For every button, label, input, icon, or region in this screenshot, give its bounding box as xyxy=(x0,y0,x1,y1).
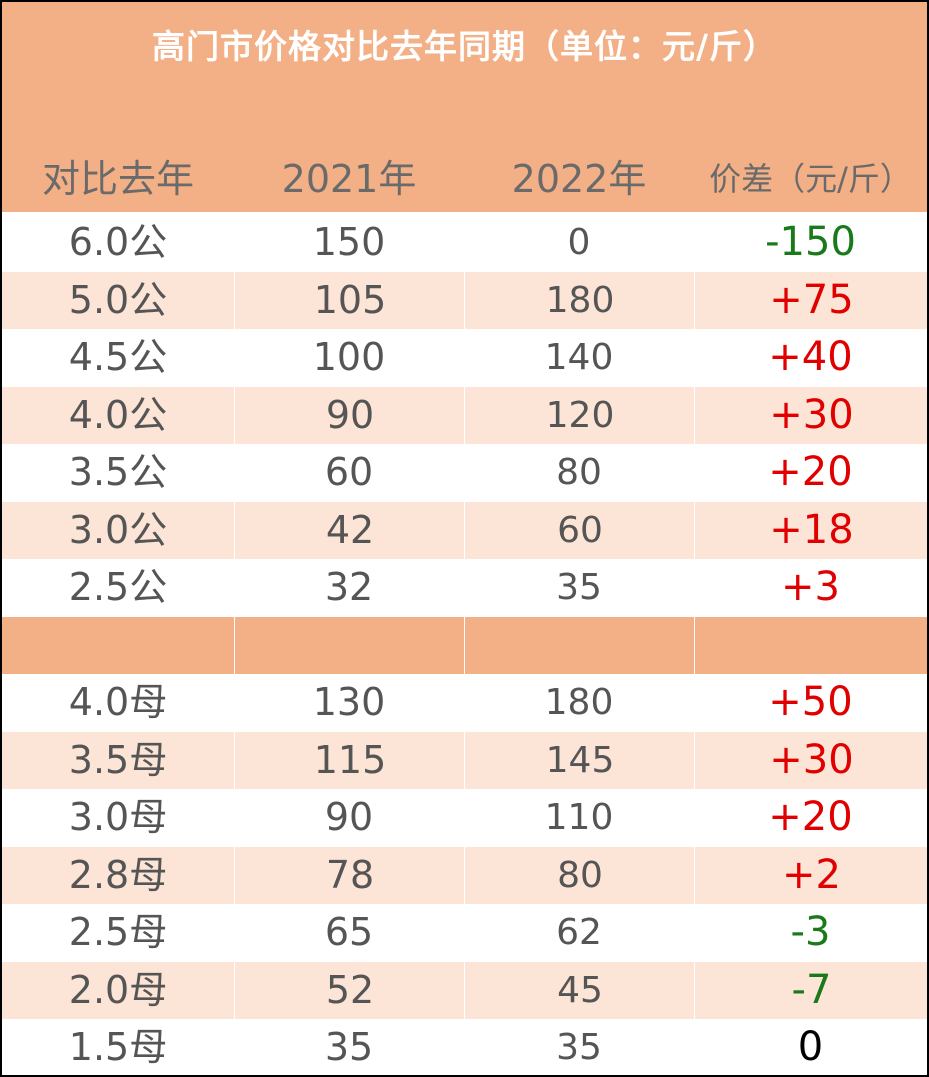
cell-2022: 140 xyxy=(544,337,614,378)
cell-diff: +30 xyxy=(694,731,928,789)
cell-2022: 180 xyxy=(544,682,614,723)
cell-2021: 65 xyxy=(324,910,374,954)
cell-spec: 2.8母 xyxy=(68,852,168,897)
cell-2021: 130 xyxy=(312,680,386,724)
table-row: 2.5母 65 62 -3 xyxy=(2,904,927,962)
cell-spec: 5.0公 xyxy=(68,277,168,322)
cell-diff: 0 xyxy=(797,1024,824,1070)
table-row: 3.0公 42 60 +18 xyxy=(2,501,928,559)
cell-diff: +50 xyxy=(768,679,853,725)
table-row: 6.0公 150 0 -150 xyxy=(2,214,927,272)
cell-spec: 1.5母 xyxy=(68,1025,168,1069)
cell-diff: +18 xyxy=(694,501,928,559)
cell-spec xyxy=(2,617,234,675)
cell-2022: 62 xyxy=(556,912,602,953)
cell-2021: 42 xyxy=(234,501,465,559)
cell-diff: -150 xyxy=(765,219,856,265)
cell-2022: 180 xyxy=(464,271,695,329)
table-row: 3.0母 90 110 +20 xyxy=(2,789,927,847)
table-title: 高门市价格对比去年同期（单位：元/斤） xyxy=(151,27,778,66)
cell-spec: 3.5母 xyxy=(68,737,168,782)
cell-2022: 35 xyxy=(556,567,602,608)
cell-2021: 90 xyxy=(324,795,374,839)
cell-diff: +40 xyxy=(768,334,853,380)
cell-2022: 80 xyxy=(556,452,602,493)
cell-spec: 2.5母 xyxy=(68,910,168,954)
cell-2021 xyxy=(234,616,465,674)
cell-spec: 3.5公 xyxy=(68,450,168,494)
cell-spec: 4.0母 xyxy=(68,680,168,724)
cell-diff: +20 xyxy=(768,794,853,840)
table-row: 4.0母 130 180 +50 xyxy=(2,674,927,732)
cell-diff: +3 xyxy=(781,564,840,610)
cell-2021: 60 xyxy=(324,450,374,494)
cell-spec: 3.0公 xyxy=(68,507,168,552)
table-row: 4.5公 100 140 +40 xyxy=(2,329,927,387)
table-row: 2.5公 32 35 +3 xyxy=(2,559,927,617)
cell-diff: +2 xyxy=(694,846,928,904)
cell-2021: 105 xyxy=(234,271,465,329)
cell-2022: 145 xyxy=(464,731,695,789)
cell-spec: 2.0母 xyxy=(68,967,168,1012)
cell-2021: 90 xyxy=(234,386,465,444)
table-row: 3.5公 60 80 +20 xyxy=(2,444,927,502)
table-row: 4.0公 90 120 +30 xyxy=(2,386,928,444)
cell-spec: 6.0公 xyxy=(68,220,168,264)
table-header: 高门市价格对比去年同期（单位：元/斤） 对比去年 2021年 2022年 价差（… xyxy=(2,2,927,212)
cell-diff xyxy=(694,616,928,674)
cell-spec: 4.5公 xyxy=(68,335,168,379)
table-row: 3.5母 115 145 +30 xyxy=(2,731,928,789)
cell-spec: 2.5公 xyxy=(68,565,168,609)
column-header-spec: 对比去年 xyxy=(41,157,194,201)
cell-2021: 78 xyxy=(234,846,465,904)
cell-spec: 4.0公 xyxy=(68,392,168,437)
cell-spec: 3.0母 xyxy=(68,795,168,839)
column-header-2022: 2022年 xyxy=(511,157,647,201)
cell-2022: 0 xyxy=(567,222,591,263)
cell-2021: 115 xyxy=(234,731,465,789)
column-header-2021: 2021年 xyxy=(281,157,417,201)
cell-diff: -7 xyxy=(694,961,928,1019)
cell-diff: -3 xyxy=(790,909,831,955)
cell-2022: 35 xyxy=(556,1027,602,1068)
cell-2022 xyxy=(464,616,695,674)
cell-diff: +30 xyxy=(694,386,928,444)
separator-row xyxy=(2,616,928,675)
table-row: 1.5母 35 35 0 xyxy=(2,1019,927,1077)
cell-2022: 45 xyxy=(464,961,695,1019)
cell-2022: 80 xyxy=(464,846,695,904)
table-row: 2.0母 52 45 -7 xyxy=(2,961,928,1019)
column-header-diff: 价差（元/斤） xyxy=(709,160,912,198)
cell-2021: 100 xyxy=(312,335,386,379)
cell-diff: +75 xyxy=(694,271,928,329)
table-body: 6.0公 150 0 -150 5.0公 105 180 +75 4.5公 100 140 +40 4.… xyxy=(2,214,927,1077)
cell-2021: 35 xyxy=(324,1025,374,1069)
cell-2021: 32 xyxy=(324,565,374,609)
cell-2022: 60 xyxy=(464,501,695,559)
cell-2021: 52 xyxy=(234,961,465,1019)
table-row: 5.0公 105 180 +75 xyxy=(2,271,928,329)
cell-2021: 150 xyxy=(312,220,386,264)
table-row: 2.8母 78 80 +2 xyxy=(2,846,928,904)
cell-2022: 110 xyxy=(544,797,614,838)
cell-diff: +20 xyxy=(768,449,853,495)
cell-2022: 120 xyxy=(464,386,695,444)
